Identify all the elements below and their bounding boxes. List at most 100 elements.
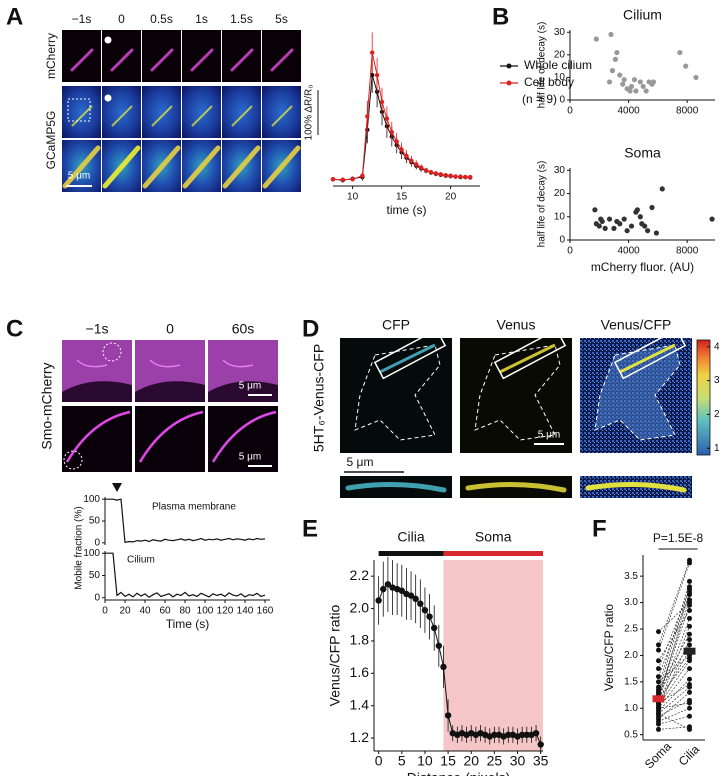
cilium [65,410,131,463]
image-tile [62,30,101,82]
y-tick-label: 3.5 [624,571,638,582]
x-tick-label: 40 [139,606,151,617]
cilium [211,410,277,463]
scatter-point [650,79,657,85]
panel-label: C [6,315,23,342]
y-tick-label: 3.0 [624,597,638,608]
colorbar-tick-label: 3 [714,375,720,386]
scatter-point [609,68,616,74]
image-tile [102,86,141,138]
scatter-point [624,228,630,234]
scatter-point [637,79,643,85]
pair-line [658,586,690,693]
chart-title: P=1.5E-8 [653,531,704,545]
data-point [458,174,463,179]
scatter-point [649,204,655,211]
scatter-point [627,88,633,94]
cilium [182,145,221,189]
data-point [656,679,661,685]
mean-marker [652,695,665,703]
cilium [70,48,94,72]
y-tick-label: 30 [554,165,566,176]
x-tick-label: Cilia [676,742,703,769]
scatter-point [593,36,599,42]
time-label: 0 [118,12,125,26]
x-tick-label: 0 [567,246,573,257]
scatter-point [640,83,646,90]
data-point [409,158,414,164]
annotation: Plasma membrane [152,502,236,513]
image-tile [340,338,452,453]
region-shade [443,560,543,751]
data-point [687,623,692,629]
y-tick-label: 0 [94,592,100,603]
bleach-spot [104,94,112,102]
y-tick-label: 0 [559,235,565,246]
data-point [687,637,692,643]
time-label: 5s [275,12,288,26]
data-point [518,731,526,739]
bleach-roi [102,342,122,362]
cilium [222,359,254,368]
data-point [404,153,409,159]
scale-label: 5 μm [68,171,90,182]
cilium [270,48,294,72]
time-label: −1s [86,321,109,337]
cilium-strip [585,481,687,493]
data-point [407,592,415,599]
data-point [656,726,661,732]
scatter-point [631,77,638,83]
data-point [656,647,661,653]
scatter-point [709,216,715,222]
x-tick-label: 4000 [617,246,640,257]
data-point [656,629,661,635]
data-point [448,173,453,178]
scatter-point [596,223,602,229]
roi-box [613,328,687,380]
data-point [370,72,375,78]
pair-line [658,684,690,704]
y-tick-label: 1.8 [350,632,370,648]
scatter-point [628,223,635,229]
cilium [151,105,173,127]
data-line [105,552,266,599]
x-tick-label: 30 [510,753,526,769]
data-line [105,498,266,544]
bleach-arrow [112,483,122,492]
pair-line [658,605,690,698]
data-point [330,177,336,182]
scatter-point [599,218,605,225]
legend-label: Whole cilium [524,58,592,72]
annotation: (n = 9) [522,92,557,106]
image-tile [142,30,181,82]
scatter-point [608,31,614,38]
x-tick-label: 160 [257,606,274,617]
cilium [142,145,181,189]
scatter-point [592,207,598,213]
data-point [340,177,345,182]
colorbar-tick-label: 2 [714,409,720,420]
x-tick-label: 0 [375,753,383,769]
pair-line [658,702,690,709]
x-tick-label: 8000 [676,246,699,257]
scatter-point [645,228,651,234]
cilium [150,48,174,72]
data-point [419,165,424,170]
y-tick-label: 50 [89,516,101,527]
data-point [463,174,468,180]
data-point [384,581,392,588]
scatter-point [606,216,613,222]
pair-line [658,634,690,690]
image-tile [222,30,261,82]
x-axis-label: Distance (pixels) [407,770,510,776]
cilium [191,105,213,127]
cell-outline [354,344,441,441]
data-point [421,606,429,614]
x-tick-label: 15 [440,753,456,769]
x-tick-label: 0 [567,106,573,117]
cilium [222,145,261,189]
y-tick-label: 1.2 [350,729,370,745]
data-point [389,129,394,135]
scatter-point [637,214,643,220]
scatter-point [617,221,623,227]
